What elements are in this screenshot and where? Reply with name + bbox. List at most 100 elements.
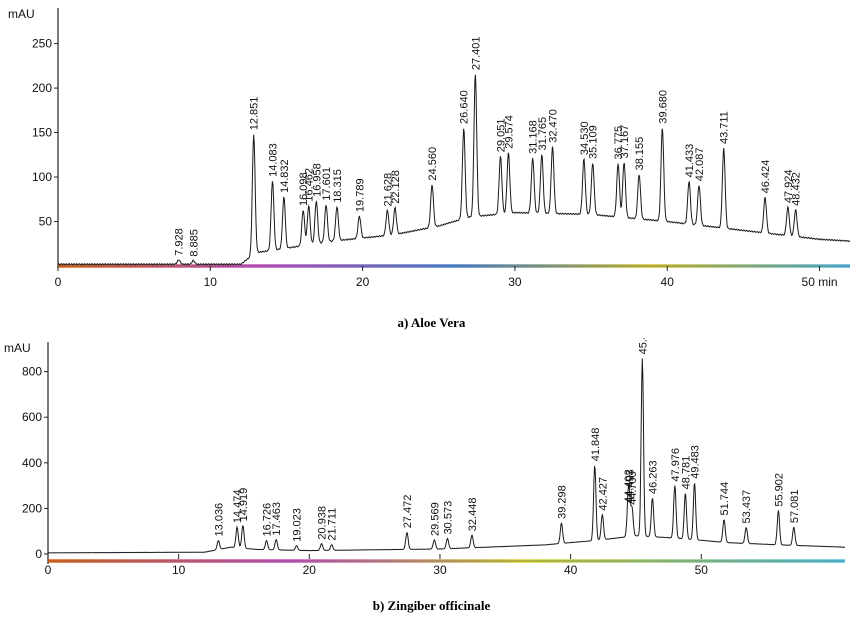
peak-label: 38.155 bbox=[634, 137, 646, 171]
peak-label: 42.087 bbox=[694, 148, 706, 182]
peak-label: 26.640 bbox=[459, 90, 471, 124]
y-axis-label: mAU bbox=[4, 341, 31, 355]
axes bbox=[47, 342, 845, 564]
peak-label: 45.488 bbox=[637, 338, 649, 354]
peak-label: 19.789 bbox=[354, 178, 366, 212]
y-tick-label: 600 bbox=[22, 410, 42, 424]
peak-label: 57.081 bbox=[789, 489, 801, 523]
peak-label: 19.023 bbox=[292, 508, 304, 542]
peak-label: 13.036 bbox=[213, 503, 225, 537]
peak-label: 14.919 bbox=[238, 488, 250, 522]
peak-label: 17.463 bbox=[271, 502, 283, 536]
peak-label: 49.483 bbox=[690, 445, 702, 479]
peak-label: 21.711 bbox=[327, 508, 339, 541]
peak-label: 37.167 bbox=[619, 125, 631, 159]
chromatogram-aloe-vera: mAU 50 100 150 200 250 0 10 20 30 40 50 min 7.928… bbox=[8, 7, 851, 289]
x-ticks: 0 10 20 30 40 50 min bbox=[55, 266, 838, 289]
peak-label: 43.711 bbox=[719, 111, 731, 144]
peak-label: 7.928 bbox=[174, 228, 186, 256]
peak-label: 29.569 bbox=[429, 502, 441, 536]
x-tick-label: 0 bbox=[55, 275, 62, 289]
peak-label: 22.128 bbox=[390, 170, 402, 204]
x-tick-label: 10 bbox=[172, 563, 186, 577]
y-tick-label: 800 bbox=[22, 365, 42, 379]
peak-label: 17.601 bbox=[321, 167, 333, 201]
y-ticks: 0 200 400 600 800 bbox=[22, 365, 48, 561]
peak-label: 47.924 bbox=[783, 169, 795, 203]
peak-label: 32.470 bbox=[548, 109, 560, 143]
peak-label: 36.775 bbox=[613, 126, 625, 160]
peak-label: 29.574 bbox=[503, 115, 515, 149]
x-tick-label: 20 bbox=[356, 275, 370, 289]
y-tick-label: 50 bbox=[39, 215, 53, 229]
x-tick-label: 30 bbox=[508, 275, 522, 289]
y-tick-label: 100 bbox=[32, 170, 52, 184]
peak-label: 27.472 bbox=[402, 495, 414, 529]
peak-label: 16.958 bbox=[311, 163, 323, 197]
x-ticks: 0 10 20 30 40 50 bbox=[45, 554, 709, 577]
peak-label: 31.168 bbox=[528, 120, 540, 154]
y-tick-label: 200 bbox=[22, 501, 42, 515]
peak-label: 48.432 bbox=[791, 172, 803, 206]
peak-label: 55.902 bbox=[773, 473, 785, 507]
peak-label: 41.848 bbox=[590, 428, 602, 462]
x-tick-label: 40 bbox=[564, 563, 578, 577]
peak-label: 53.437 bbox=[741, 490, 753, 524]
y-axis-label: mAU bbox=[8, 7, 35, 21]
x-tick-label: 50 bbox=[695, 563, 709, 577]
peak-label: 35.109 bbox=[588, 125, 600, 159]
peak-label: 18.315 bbox=[332, 169, 344, 203]
x-axis-color-strip bbox=[48, 559, 845, 563]
peak-label: 12.851 bbox=[249, 97, 261, 131]
peak-label: 46.424 bbox=[760, 160, 772, 194]
peak-label: 14.083 bbox=[267, 143, 279, 177]
peak-label: 44.493 bbox=[624, 469, 636, 503]
peak-label: 29.051 bbox=[495, 119, 507, 153]
peak-label: 48.781 bbox=[680, 456, 692, 490]
x-tick-label: 10 bbox=[204, 275, 218, 289]
chromatogram-trace bbox=[47, 358, 846, 554]
y-ticks: 50 100 150 200 250 bbox=[32, 37, 58, 229]
peak-label: 31.765 bbox=[537, 117, 549, 151]
peak-label: 47.976 bbox=[670, 448, 682, 482]
peak-label: 46.263 bbox=[647, 460, 659, 494]
peak-label: 44.402 bbox=[623, 469, 635, 503]
peak-label: 30.573 bbox=[442, 501, 454, 535]
y-tick-label: 0 bbox=[35, 547, 42, 561]
chromatogram-zingiber: mAU 0 200 400 600 800 0 10 20 30 40 50 13.036 14.4… bbox=[4, 338, 846, 577]
peak-label: 24.560 bbox=[427, 147, 439, 181]
y-tick-label: 150 bbox=[32, 126, 52, 140]
peak-label: 44.700 bbox=[627, 471, 639, 505]
peak-label: 16.726 bbox=[262, 503, 274, 537]
peak-label: 16.462 bbox=[304, 168, 316, 202]
axes bbox=[57, 8, 850, 268]
peak-label: 14.832 bbox=[279, 159, 291, 193]
x-axis-color-strip bbox=[58, 264, 850, 268]
peak-labels: 7.928 8.885 12.851 14.083 14.832 16.09816.462… bbox=[174, 36, 803, 256]
chromatogram-trace bbox=[57, 74, 851, 266]
peak-label: 16.098 bbox=[298, 172, 310, 206]
peak-label: 8.885 bbox=[188, 229, 200, 257]
y-tick-label: 200 bbox=[32, 81, 52, 95]
peak-label: 41.433 bbox=[684, 144, 696, 178]
peak-label: 51.744 bbox=[719, 482, 731, 516]
peak-label: 34.530 bbox=[579, 121, 591, 155]
peak-label: 27.401 bbox=[470, 36, 482, 70]
peak-label: 20.938 bbox=[317, 506, 329, 540]
peak-label: 42.427 bbox=[597, 477, 609, 511]
caption-zingiber: b) Zingiber officinale bbox=[372, 598, 491, 613]
peak-label: 14.474 bbox=[232, 490, 244, 524]
peak-label: 39.298 bbox=[556, 485, 568, 519]
x-tick-label: 30 bbox=[433, 563, 447, 577]
x-tick-label: 50 min bbox=[802, 275, 838, 289]
y-tick-label: 250 bbox=[32, 37, 52, 51]
x-tick-label: 40 bbox=[661, 275, 675, 289]
x-tick-label: 20 bbox=[303, 563, 317, 577]
caption-aloe-vera: a) Aloe Vera bbox=[397, 315, 466, 330]
peak-label: 39.680 bbox=[657, 90, 669, 124]
x-tick-label: 0 bbox=[45, 563, 52, 577]
y-tick-label: 400 bbox=[22, 456, 42, 470]
peak-label: 21.628 bbox=[382, 173, 394, 207]
peak-label: 32.448 bbox=[467, 498, 479, 532]
